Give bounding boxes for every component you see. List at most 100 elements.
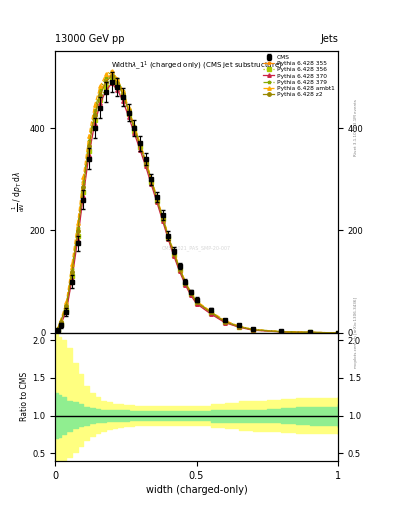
Pythia 6.428 355 xyxy=(336,330,340,336)
Pythia 6.428 z2 xyxy=(115,80,119,86)
Pythia 6.428 356 xyxy=(138,144,142,150)
Pythia 6.428 z2 xyxy=(183,280,187,286)
Pythia 6.428 z2 xyxy=(104,79,108,85)
Pythia 6.428 370 xyxy=(237,324,241,330)
Pythia 6.428 370 xyxy=(86,152,91,158)
Pythia 6.428 z2 xyxy=(222,318,227,325)
Pythia 6.428 379 xyxy=(160,214,165,220)
Pythia 6.428 379 xyxy=(194,298,199,305)
Pythia 6.428 379 xyxy=(208,309,213,315)
Pythia 6.428 370 xyxy=(126,114,131,120)
Pythia 6.428 ambt1 xyxy=(104,71,108,77)
Pythia 6.428 356 xyxy=(132,127,137,134)
Pythia 6.428 ambt1 xyxy=(58,317,63,323)
Pythia 6.428 355 xyxy=(237,324,241,330)
Pythia 6.428 z2 xyxy=(55,326,60,332)
Pythia 6.428 355 xyxy=(109,71,114,77)
Pythia 6.428 z2 xyxy=(166,233,171,240)
Pythia 6.428 355 xyxy=(160,215,165,221)
Pythia 6.428 355 xyxy=(251,327,255,333)
Pythia 6.428 ambt1 xyxy=(160,213,165,219)
Pythia 6.428 370 xyxy=(81,193,86,199)
Pythia 6.428 370 xyxy=(154,199,159,205)
Pythia 6.428 ambt1 xyxy=(279,329,284,335)
Pythia 6.428 ambt1 xyxy=(183,278,187,284)
Pythia 6.428 ambt1 xyxy=(81,174,86,180)
Pythia 6.428 379 xyxy=(171,249,176,255)
Pythia 6.428 356 xyxy=(336,330,340,336)
Pythia 6.428 355 xyxy=(189,290,193,296)
Pythia 6.428 370 xyxy=(138,146,142,153)
Pythia 6.428 ambt1 xyxy=(138,140,142,146)
Pythia 6.428 ambt1 xyxy=(251,327,255,333)
Pythia 6.428 356 xyxy=(55,327,60,333)
Pythia 6.428 370 xyxy=(189,292,193,298)
Pythia 6.428 379 xyxy=(183,279,187,285)
Y-axis label: $\frac{1}{\mathrm{d}N}$ / $\mathrm{d}p_T\,\mathrm{d}\lambda$: $\frac{1}{\mathrm{d}N}$ / $\mathrm{d}p_T… xyxy=(11,172,27,212)
Pythia 6.428 379 xyxy=(138,140,142,146)
Pythia 6.428 370 xyxy=(75,237,80,243)
Pythia 6.428 370 xyxy=(109,80,114,87)
Pythia 6.428 356 xyxy=(177,267,182,273)
Pythia 6.428 356 xyxy=(154,198,159,204)
Pythia 6.428 355 xyxy=(279,329,284,335)
Pythia 6.428 379 xyxy=(81,179,86,185)
Pythia 6.428 379 xyxy=(104,74,108,80)
Pythia 6.428 370 xyxy=(149,181,154,187)
Pythia 6.428 356 xyxy=(58,321,63,327)
Pythia 6.428 z2 xyxy=(98,92,103,98)
Pythia 6.428 355 xyxy=(138,141,142,147)
Pythia 6.428 ambt1 xyxy=(189,289,193,295)
Pythia 6.428 356 xyxy=(98,97,103,103)
Pythia 6.428 370 xyxy=(98,100,103,106)
Pythia 6.428 z2 xyxy=(70,269,74,275)
Pythia 6.428 356 xyxy=(208,310,213,316)
Pythia 6.428 355 xyxy=(166,233,171,240)
Pythia 6.428 370 xyxy=(177,268,182,274)
Pythia 6.428 356 xyxy=(86,148,91,154)
Pythia 6.428 356 xyxy=(104,84,108,90)
Pythia 6.428 z2 xyxy=(86,143,91,149)
Pythia 6.428 z2 xyxy=(75,228,80,234)
Pythia 6.428 ambt1 xyxy=(126,105,131,111)
Pythia 6.428 356 xyxy=(115,83,119,89)
Pythia 6.428 379 xyxy=(109,69,114,75)
Pythia 6.428 z2 xyxy=(171,250,176,257)
Pythia 6.428 355 xyxy=(86,140,91,146)
Pythia 6.428 356 xyxy=(64,307,69,313)
Pythia 6.428 z2 xyxy=(126,108,131,114)
Pythia 6.428 379 xyxy=(55,326,60,332)
Pythia 6.428 370 xyxy=(104,88,108,94)
Pythia 6.428 370 xyxy=(251,327,255,333)
Pythia 6.428 ambt1 xyxy=(121,88,125,94)
Pythia 6.428 355 xyxy=(132,125,137,131)
Pythia 6.428 379 xyxy=(70,266,74,272)
Pythia 6.428 ambt1 xyxy=(115,76,119,82)
Legend: CMS, Pythia 6.428 355, Pythia 6.428 356, Pythia 6.428 370, Pythia 6.428 379, Pyt: CMS, Pythia 6.428 355, Pythia 6.428 356,… xyxy=(261,52,337,100)
Pythia 6.428 355 xyxy=(121,90,125,96)
Pythia 6.428 ambt1 xyxy=(166,232,171,238)
Line: Pythia 6.428 370: Pythia 6.428 370 xyxy=(56,82,340,334)
Pythia 6.428 379 xyxy=(121,88,125,94)
Pythia 6.428 379 xyxy=(237,323,241,329)
Pythia 6.428 ambt1 xyxy=(177,264,182,270)
Pythia 6.428 355 xyxy=(143,158,148,164)
Pythia 6.428 356 xyxy=(81,189,86,195)
Pythia 6.428 z2 xyxy=(121,91,125,97)
Pythia 6.428 356 xyxy=(251,327,255,333)
Pythia 6.428 379 xyxy=(64,302,69,308)
Pythia 6.428 ambt1 xyxy=(171,249,176,255)
Pythia 6.428 z2 xyxy=(194,299,199,305)
Pythia 6.428 z2 xyxy=(154,196,159,202)
Pythia 6.428 355 xyxy=(64,304,69,310)
X-axis label: width (charged-only): width (charged-only) xyxy=(146,485,247,495)
Pythia 6.428 ambt1 xyxy=(154,194,159,200)
Pythia 6.428 z2 xyxy=(307,329,312,335)
Pythia 6.428 ambt1 xyxy=(307,329,312,335)
Pythia 6.428 ambt1 xyxy=(132,123,137,129)
Pythia 6.428 ambt1 xyxy=(237,323,241,329)
Pythia 6.428 z2 xyxy=(149,178,154,184)
Text: Rivet 3.1.10, ≥ 3.1M events: Rivet 3.1.10, ≥ 3.1M events xyxy=(354,99,358,157)
Pythia 6.428 370 xyxy=(58,322,63,328)
Pythia 6.428 356 xyxy=(189,291,193,297)
